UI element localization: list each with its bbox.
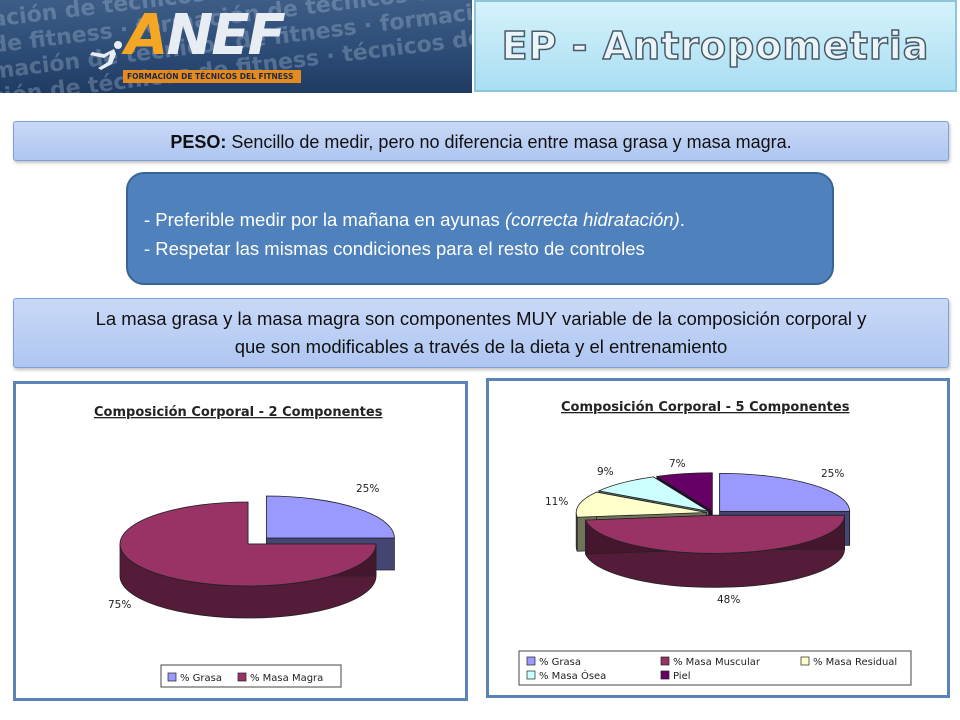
legend-swatch [660, 656, 670, 666]
logo-letter-a: A [125, 3, 168, 68]
legend-box [518, 650, 912, 686]
legend-box [160, 664, 342, 688]
pie-slice-masa-muscular [584, 514, 845, 554]
pie-slice-grasa [265, 495, 395, 539]
pie-slice-masa-residual [575, 491, 707, 518]
pie-area: 25% 48% 11% 9% 7% [545, 458, 851, 606]
legend-swatch [800, 656, 810, 666]
peso-panel: PESO: Sencillo de medir, pero no diferen… [13, 121, 949, 161]
logo-tagline: FORMACIÓN DE TÉCNICOS DEL FITNESS [127, 72, 294, 81]
legend-entry: Piel [673, 671, 691, 682]
page-title: EP - Antropometria [501, 23, 930, 69]
info-panel: La masa grasa y la masa magra son compon… [13, 298, 949, 368]
legend-entry: % Masa Ósea [539, 669, 606, 682]
pie-data-label: 25% [356, 483, 379, 495]
pie-data-label: 75% [108, 599, 131, 611]
pie-slice-piel [655, 472, 713, 512]
legend-entry: % Masa Residual [813, 657, 897, 668]
tip-line-1: - Preferible medir por la mañana en ayun… [144, 205, 832, 234]
logo-letters-nef: NEF [166, 3, 285, 68]
peso-label: PESO: [170, 132, 227, 152]
anef-logo: ANEF [125, 8, 286, 64]
pie-data-label: 48% [717, 594, 740, 606]
logo-tagline-bar: FORMACIÓN DE TÉCNICOS DEL FITNESS [123, 70, 301, 83]
pie-data-label: 7% [669, 458, 686, 470]
pie-slice-masa-ósea [597, 476, 709, 512]
legend-swatch [526, 656, 536, 666]
legend-swatch [237, 672, 247, 682]
chart-title: Composición Corporal - 2 Componentes [94, 405, 383, 420]
tip-line-2: - Respetar las mismas condiciones para e… [144, 238, 645, 259]
pie-slice-grasa [719, 472, 851, 512]
tips-panel: - Preferible medir por la mañana en ayun… [126, 172, 834, 285]
legend-swatch [660, 670, 670, 680]
pie-area: 25% 75% [108, 483, 395, 619]
pie-data-label: 11% [545, 496, 568, 508]
tip-line-1-italic: (correcta hidratación) [504, 209, 680, 230]
info-line-1: La masa grasa y la masa magra son compon… [95, 308, 867, 329]
legend-entry: % Masa Magra [250, 673, 323, 684]
chart-five-components-svg: Composición Corporal - 5 Componentes 25%… [518, 400, 912, 686]
runner-logo-icon [90, 41, 122, 70]
title-box: EP - Antropometria [474, 0, 957, 92]
peso-text: Sencillo de medir, pero no diferencia en… [226, 132, 792, 152]
info-line-2: que son modificables a través de la diet… [234, 336, 728, 357]
legend-entry: % Masa Muscular [673, 657, 761, 668]
pie-data-label: 9% [597, 466, 614, 478]
legend-entry: % Grasa [539, 657, 581, 668]
tip-line-1-suffix: . [679, 209, 685, 230]
legend: % Grasa % Masa Magra [160, 664, 342, 688]
chart-five-components: Composición Corporal - 5 Componentes 25%… [486, 378, 950, 698]
pie-slice-masa-magra [119, 501, 377, 587]
pie-data-label: 25% [821, 468, 844, 480]
header-banner: ación de técnicos de fitness · técnicos … [0, 0, 472, 93]
legend-entry: % Grasa [180, 673, 222, 684]
chart-two-components: Composición Corporal - 2 Componentes 25%… [13, 381, 468, 701]
legend-swatch [167, 672, 177, 682]
chart-title: Composición Corporal - 5 Componentes [561, 400, 850, 415]
tip-line-1-text: - Preferible medir por la mañana en ayun… [144, 209, 505, 230]
legend: % Grasa % Masa Muscular % Masa Residual % M… [518, 650, 912, 686]
legend-swatch [526, 670, 536, 680]
chart-two-components-svg: Composición Corporal - 2 Componentes 25%… [94, 405, 395, 688]
